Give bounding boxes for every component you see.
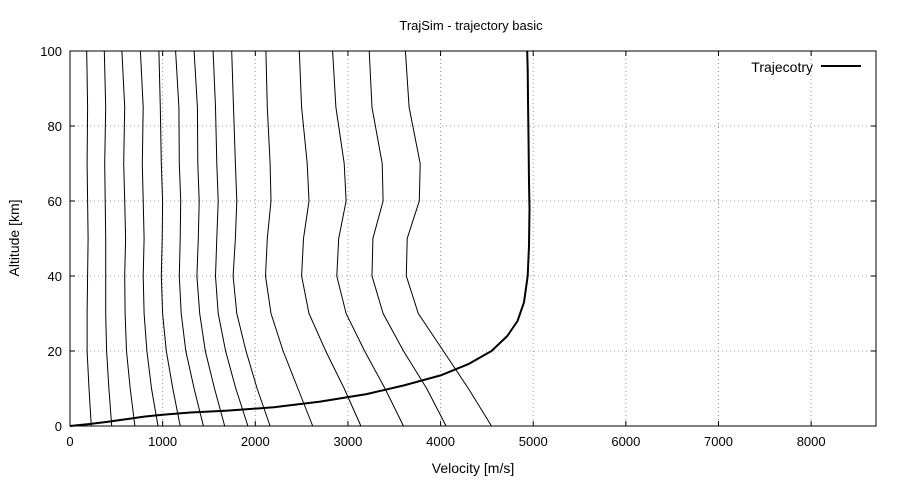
x-tick-label: 5000	[519, 434, 548, 449]
grid-layer	[70, 51, 876, 426]
contour-line-4	[139, 50, 159, 427]
x-tick-label: 0	[66, 434, 73, 449]
x-tick-label: 6000	[611, 434, 640, 449]
contour-layer	[86, 50, 492, 427]
contour-line-5	[158, 50, 181, 427]
series-layer	[69, 50, 531, 427]
contour-line-12	[332, 50, 404, 427]
x-tick-label: 8000	[797, 434, 826, 449]
y-tick-label: 0	[55, 419, 62, 434]
contour-line-3	[121, 50, 136, 427]
y-tick-label: 100	[40, 44, 62, 59]
plot-frame	[69, 50, 877, 427]
contour-line-6	[175, 50, 204, 427]
chart-title: TrajSim - trajectory basic	[399, 18, 543, 33]
x-tick-label: 3000	[333, 434, 362, 449]
legend: Trajecotry	[751, 59, 861, 75]
contour-line-13	[368, 50, 447, 427]
x-tick-label: 1000	[148, 434, 177, 449]
x-tick-label: 7000	[704, 434, 733, 449]
y-tick-label: 60	[48, 194, 62, 209]
legend-label-trajectory: Trajecotry	[751, 59, 813, 75]
contour-line-9	[231, 50, 271, 427]
x-tick-label: 2000	[241, 434, 270, 449]
tick-layer: 0 1000 2000 3000 4000 5000 6000 7000 8000 0 20 40 60…	[40, 44, 876, 449]
x-axis-label: Velocity [m/s]	[432, 460, 514, 476]
contour-line-11	[298, 50, 362, 427]
y-tick-label: 20	[48, 344, 62, 359]
contour-line-2	[103, 50, 113, 427]
y-tick-label: 80	[48, 119, 62, 134]
contour-line-8	[212, 50, 249, 427]
contour-line-10	[264, 50, 314, 427]
series-line-trajectory	[69, 50, 531, 427]
y-tick-label: 40	[48, 269, 62, 284]
contour-line-7	[193, 50, 226, 427]
y-axis-label: Altitude [km]	[6, 199, 22, 276]
contour-line-1	[86, 50, 92, 427]
x-tick-label: 4000	[426, 434, 455, 449]
